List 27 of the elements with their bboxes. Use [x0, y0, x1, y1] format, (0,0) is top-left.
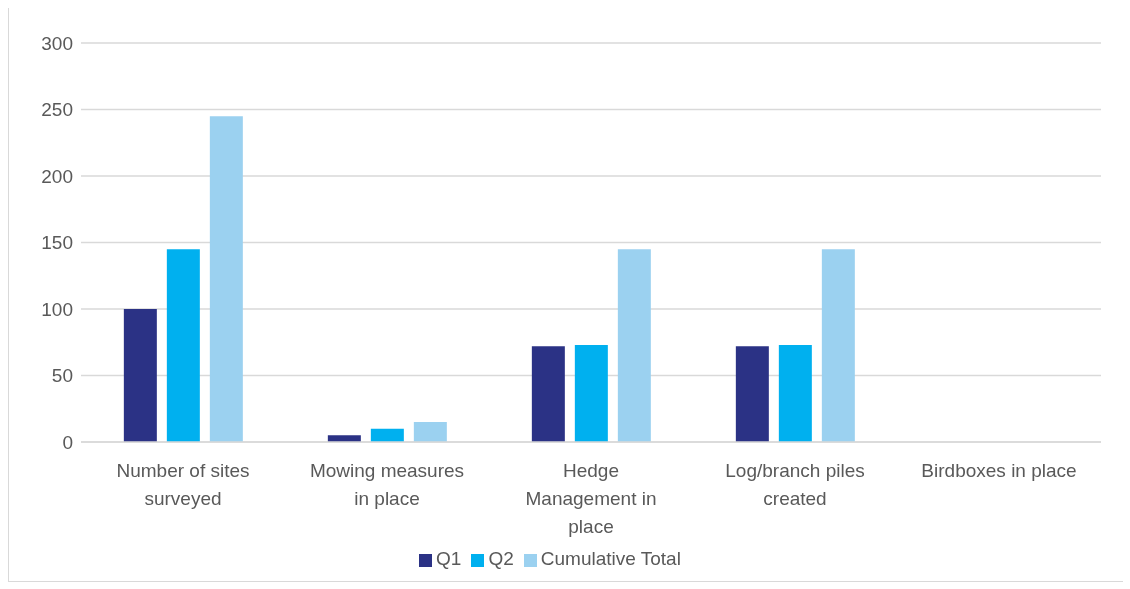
y-tick-label: 150 — [41, 232, 73, 254]
y-tick-label: 250 — [41, 99, 73, 121]
bar — [735, 346, 769, 442]
bar — [574, 344, 608, 442]
bar — [778, 344, 812, 442]
bar — [413, 422, 447, 442]
bar — [123, 309, 157, 442]
y-tick-label: 200 — [41, 165, 73, 187]
x-tick-label: Birdboxes in place — [921, 460, 1077, 481]
bar — [821, 249, 855, 442]
x-tick-label: Log/branch piles created — [725, 460, 865, 509]
y-tick-label: 100 — [41, 298, 73, 320]
legend-label: Cumulative Total — [540, 548, 681, 569]
y-tick-label: 300 — [41, 32, 73, 54]
legend-label: Q2 — [488, 548, 514, 569]
legend-label: Q1 — [436, 548, 462, 569]
bar — [617, 249, 651, 442]
bar — [370, 428, 404, 442]
bar — [209, 116, 243, 442]
bar — [531, 346, 565, 442]
y-tick-label: 0 — [62, 431, 73, 453]
y-tick-label: 50 — [51, 365, 73, 387]
x-tick-label: Number of sites surveyed — [116, 460, 250, 509]
x-tick-label: Hedge Management in place — [525, 460, 657, 537]
x-tick-label: Mowing measures in place — [309, 460, 465, 509]
bar — [327, 435, 361, 442]
bar — [166, 249, 200, 442]
